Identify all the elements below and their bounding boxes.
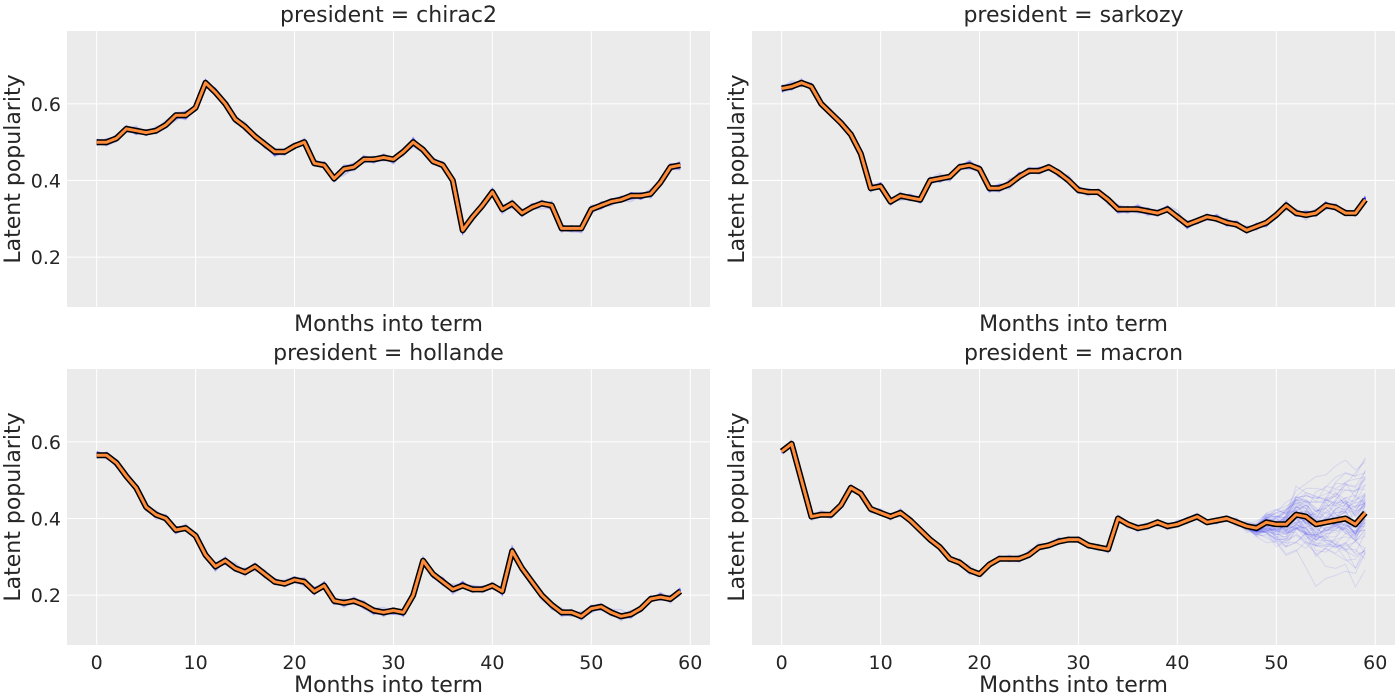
y-tick-label: 0.4 — [31, 171, 61, 193]
x-tick-label: 10 — [184, 652, 208, 674]
y-tick-label: 0.2 — [31, 585, 61, 607]
x-axis-label: Months into term — [294, 673, 483, 698]
y-tick-label: 0.4 — [31, 509, 61, 531]
subplot-3: 0 10 20 30 40 50 60 0.2 0.4 0.6 president = hollan… — [1, 341, 710, 698]
subplot-title: president = hollande — [273, 341, 504, 366]
subplot-title: president = macron — [964, 341, 1183, 366]
subplot-1: 0.2 0.4 0.6 president = chirac2 Months into … — [1, 3, 710, 337]
x-tick-label: 30 — [381, 652, 405, 674]
mean-line — [96, 81, 681, 232]
x-axis-label: Months into term — [979, 673, 1168, 698]
plot-area — [67, 369, 710, 645]
y-axis-label: Latent popularity — [1, 412, 26, 601]
x-tick-label: 0 — [91, 652, 103, 674]
x-tick-label: 20 — [967, 652, 991, 674]
plot-area — [752, 31, 1395, 307]
x-tick-label: 40 — [1165, 652, 1189, 674]
x-tick-label: 10 — [869, 652, 893, 674]
subplot-title: president = chirac2 — [280, 3, 497, 28]
subplot-2: president = sarkozy Months into term Laten… — [725, 3, 1395, 337]
x-tick-label: 30 — [1066, 652, 1090, 674]
x-tick-label: 60 — [1363, 652, 1387, 674]
x-tick-label: 60 — [678, 652, 702, 674]
plot-area — [752, 369, 1395, 645]
x-tick-label: 50 — [1264, 652, 1288, 674]
y-axis-label: Latent popularity — [725, 412, 750, 601]
subplot-title: president = sarkozy — [963, 3, 1183, 28]
y-tick-label: 0.6 — [31, 432, 61, 454]
mean-line — [780, 442, 1367, 576]
plot-area — [67, 31, 710, 307]
subplot-4: 0 10 20 30 40 50 60 president = macron Months in… — [725, 341, 1395, 698]
x-tick-label: 20 — [282, 652, 306, 674]
y-axis-label: Latent popularity — [725, 74, 750, 263]
x-tick-label: 40 — [480, 652, 504, 674]
mean-line — [781, 81, 1367, 232]
x-axis-label: Months into term — [294, 312, 483, 337]
mean-line — [96, 453, 682, 618]
y-tick-label: 0.2 — [31, 247, 61, 269]
x-tick-label: 50 — [579, 652, 603, 674]
x-axis-label: Months into term — [979, 312, 1168, 337]
y-axis-label: Latent popularity — [1, 74, 26, 263]
x-tick-label: 0 — [776, 652, 788, 674]
y-tick-label: 0.6 — [31, 94, 61, 116]
